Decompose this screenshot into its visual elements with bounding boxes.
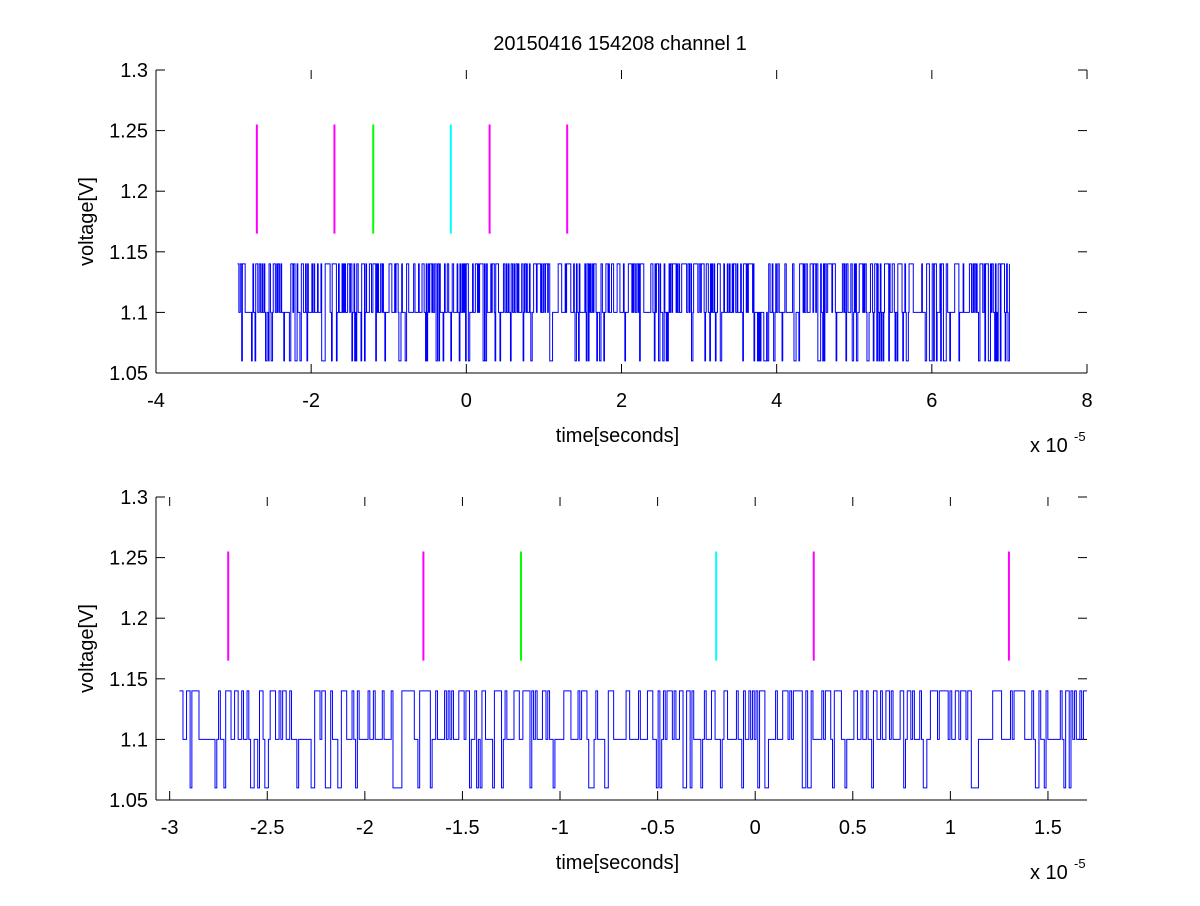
x-tick-label: -2 bbox=[356, 817, 374, 839]
x-tick-label: 0 bbox=[750, 817, 761, 839]
y-axis-label: voltage[V] bbox=[76, 177, 98, 266]
x-tick-label: -1.5 bbox=[445, 817, 479, 839]
x-tick-label: -0.5 bbox=[640, 817, 674, 839]
plot-bottom: 1.05 1.1 1.15 1.2 1.25 1.3 -3 -2.5 -2 -1.5 -1 -0.5 0… bbox=[76, 487, 1087, 884]
signal-series-line bbox=[179, 690, 1087, 789]
signal-series-line bbox=[237, 263, 1010, 362]
plot-top: 1.05 1.1 1.15 1.2 1.25 1.3 -4 -2 0 2 4 6 8 time[secon… bbox=[76, 60, 1093, 457]
x-tick-label: 6 bbox=[926, 390, 937, 412]
figure-title: 20150416 154208 channel 1 bbox=[493, 33, 747, 55]
y-tick-label: 1.2 bbox=[120, 181, 148, 203]
x-tick-label: 1.5 bbox=[1034, 817, 1062, 839]
x-multiplier-label: x 10 bbox=[1030, 862, 1068, 884]
x-multiplier-label: x 10 bbox=[1030, 435, 1068, 457]
x-tick-label: -4 bbox=[147, 390, 165, 412]
y-tick-label: 1.1 bbox=[120, 302, 148, 324]
y-tick-label: 1.05 bbox=[109, 790, 148, 812]
x-axis-label: time[seconds] bbox=[556, 425, 679, 447]
x-tick-label: 2 bbox=[616, 390, 627, 412]
x-tick-label: 8 bbox=[1081, 390, 1092, 412]
x-tick-label: 0.5 bbox=[839, 817, 867, 839]
x-exponent-label: -5 bbox=[1074, 429, 1086, 444]
x-axis-label: time[seconds] bbox=[556, 852, 679, 874]
y-tick-label: 1.1 bbox=[120, 729, 148, 751]
x-tick-label: 0 bbox=[461, 390, 472, 412]
x-tick-label: 1 bbox=[945, 817, 956, 839]
x-tick-label: -1 bbox=[551, 817, 569, 839]
y-tick-label: 1.15 bbox=[109, 669, 148, 691]
x-exponent-label: -5 bbox=[1074, 856, 1086, 871]
y-axis-label: voltage[V] bbox=[76, 604, 98, 693]
x-tick-label: -2.5 bbox=[250, 817, 284, 839]
y-tick-label: 1.25 bbox=[109, 121, 148, 143]
y-tick-label: 1.3 bbox=[120, 487, 148, 509]
x-tick-label: -2 bbox=[302, 390, 320, 412]
x-tick-label: -3 bbox=[161, 817, 179, 839]
y-tick-label: 1.05 bbox=[109, 363, 148, 385]
y-tick-label: 1.15 bbox=[109, 242, 148, 264]
y-tick-label: 1.3 bbox=[120, 60, 148, 82]
y-tick-label: 1.25 bbox=[109, 548, 148, 570]
y-tick-label: 1.2 bbox=[120, 608, 148, 630]
x-tick-label: 4 bbox=[771, 390, 782, 412]
